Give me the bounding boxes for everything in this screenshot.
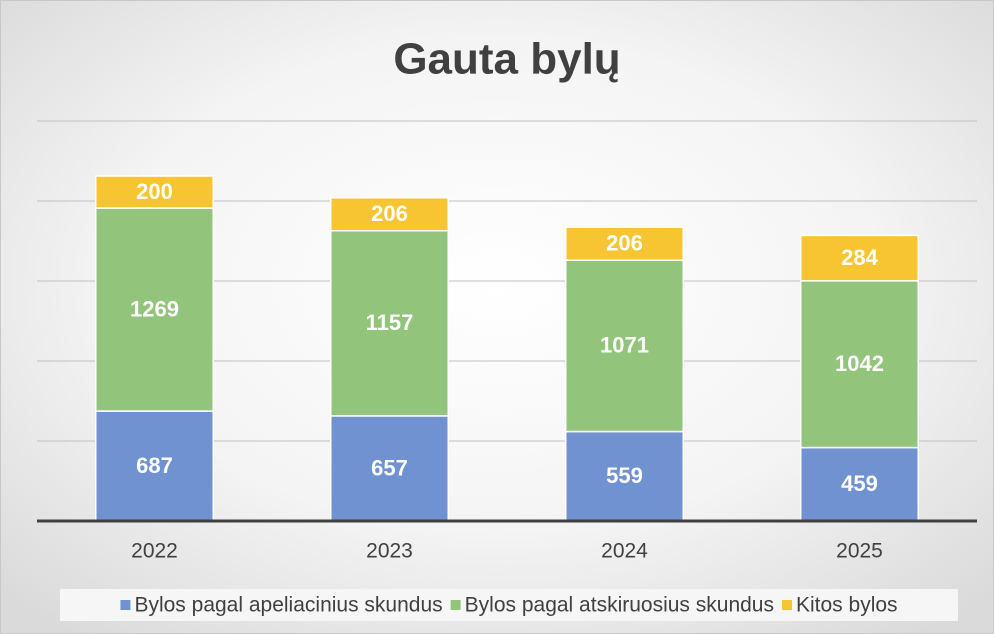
bar-segment (330, 230, 449, 417)
legend-swatch (450, 600, 461, 610)
data-label: 459 (841, 471, 878, 496)
data-label: 559 (606, 463, 643, 488)
legend-background (60, 589, 958, 621)
legend-swatch (120, 600, 131, 610)
legend-swatch (782, 600, 792, 610)
bar-segment (800, 234, 919, 282)
data-label: 657 (371, 455, 408, 480)
x-tick-label: 2025 (836, 540, 883, 563)
data-label: 200 (136, 179, 173, 204)
data-label: 1269 (130, 296, 179, 321)
chart-title: Gauta bylų (393, 35, 620, 84)
legend-label: Bylos pagal apeliacinius skundus (134, 594, 442, 617)
x-tick-label: 2023 (366, 540, 413, 563)
x-tick-label: 2022 (131, 540, 178, 563)
data-label: 284 (841, 245, 878, 270)
legend-label: Bylos pagal atskiruosius skundus (465, 594, 774, 617)
legend-label: Kitos bylos (796, 594, 898, 617)
data-label: 1157 (366, 310, 414, 335)
bar-segment (565, 226, 684, 261)
bar-segment (800, 280, 919, 449)
data-label: 1042 (835, 351, 884, 376)
data-label: 206 (371, 201, 408, 226)
x-tick-label: 2024 (601, 540, 648, 563)
bar-segment (565, 430, 684, 522)
bar-segment (95, 207, 214, 412)
bar-segment (330, 197, 449, 232)
data-label: 687 (136, 453, 173, 478)
bar-segment (95, 175, 214, 209)
data-label: 1071 (600, 333, 649, 358)
data-label: 206 (606, 231, 643, 256)
bar-segment (565, 259, 684, 433)
